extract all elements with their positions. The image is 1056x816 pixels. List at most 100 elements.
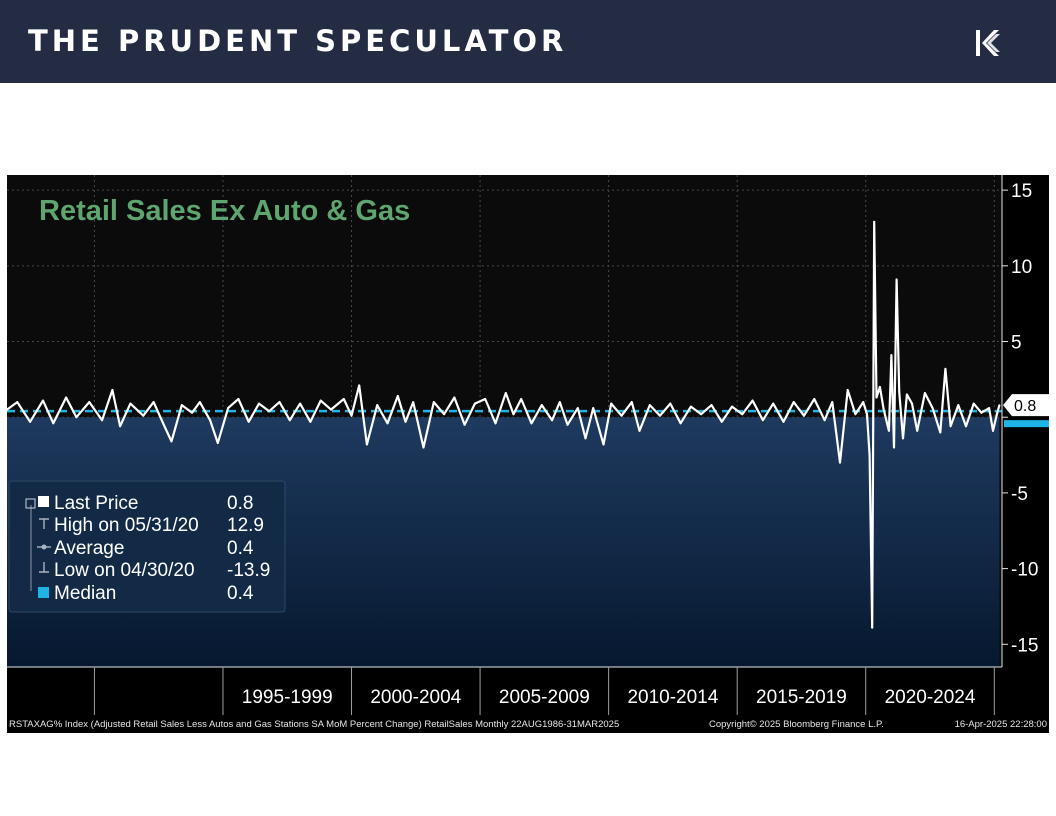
data-point	[258, 402, 260, 405]
legend-label: Median	[54, 583, 116, 604]
legend-value: 0.8	[227, 493, 253, 514]
data-point	[873, 221, 876, 223]
legend: Last Price 0.8 High on 05/31/20 12.9 Ave…	[8, 480, 286, 613]
data-point	[916, 429, 919, 432]
data-point	[690, 405, 692, 408]
data-point	[342, 398, 345, 400]
median-value-marker	[1004, 420, 1049, 428]
data-point	[7, 408, 8, 411]
data-point	[638, 429, 641, 432]
data-point	[75, 416, 78, 419]
data-point	[247, 420, 250, 423]
data-point	[453, 396, 456, 399]
data-point	[893, 446, 895, 449]
data-point	[42, 399, 44, 402]
data-point	[659, 414, 661, 417]
data-point	[939, 431, 942, 434]
data-point	[998, 404, 1001, 407]
data-point	[170, 440, 173, 443]
median-marker-icon	[38, 587, 49, 598]
data-point	[111, 389, 114, 391]
data-point	[905, 393, 908, 396]
data-point	[720, 420, 723, 423]
data-point	[530, 422, 533, 425]
data-point	[237, 398, 240, 400]
data-point	[16, 401, 19, 403]
chart-panel: 15 10 5 -5 -10 -15 1995-1999 2000-2004 2005-200…	[7, 175, 1049, 733]
data-point	[350, 414, 353, 417]
x-tick-label: 2000-2004	[370, 687, 461, 708]
last-value-marker	[1003, 394, 1049, 417]
data-point	[494, 422, 497, 425]
data-point	[268, 410, 271, 413]
last-value-label: 0.8	[1014, 398, 1036, 415]
x-tick-label: 2015-2019	[756, 687, 847, 708]
data-point	[871, 626, 874, 629]
data-point	[831, 401, 834, 403]
data-point	[839, 461, 841, 464]
header-bar: THE PRUDENT SPECULATOR	[0, 0, 1056, 83]
data-point	[741, 413, 744, 416]
data-point	[576, 407, 579, 410]
legend-item-median: Median 0.4	[38, 583, 254, 604]
legend-value: 0.4	[227, 583, 254, 604]
data-point	[710, 404, 713, 407]
data-point	[823, 419, 826, 422]
data-point	[887, 429, 890, 432]
data-point	[731, 405, 733, 408]
data-point	[584, 437, 587, 440]
data-point	[412, 401, 415, 403]
x-tick-label: 2010-2014	[627, 687, 718, 708]
data-point	[592, 407, 595, 410]
y-axis: 15 10 5 -5 -10 -15	[1002, 181, 1038, 656]
data-point	[944, 367, 947, 370]
data-point	[319, 399, 322, 402]
data-point	[630, 401, 633, 403]
data-point	[288, 419, 291, 422]
y-tick-label: -10	[1011, 560, 1038, 581]
legend-value: 12.9	[227, 515, 264, 536]
chart-title: Retail Sales Ex Auto & Gas	[39, 195, 410, 227]
last-price-marker-icon	[38, 496, 49, 507]
data-point	[972, 402, 975, 405]
data-point	[432, 401, 435, 403]
data-point	[882, 408, 885, 411]
data-point	[227, 407, 230, 410]
data-point	[866, 413, 868, 416]
data-point	[875, 396, 878, 399]
legend-item-high: High on 05/31/20 12.9	[39, 515, 264, 536]
data-point	[52, 422, 55, 425]
data-point	[792, 401, 795, 403]
tps-logo-icon	[976, 30, 1000, 56]
data-point	[191, 411, 194, 414]
data-point	[551, 419, 553, 422]
data-point	[610, 402, 613, 405]
data-point	[620, 414, 623, 417]
data-point	[396, 395, 399, 397]
data-point	[278, 401, 281, 403]
footer-copyright: Copyright© 2025 Bloomberg Finance L.P.	[709, 719, 884, 730]
data-point	[803, 414, 805, 417]
data-point	[949, 425, 952, 428]
data-point	[404, 420, 407, 423]
legend-label: Average	[54, 538, 124, 559]
data-point	[29, 420, 32, 423]
data-point	[88, 401, 91, 403]
data-point	[504, 392, 507, 394]
data-point	[669, 402, 672, 405]
data-point	[162, 423, 165, 426]
data-point	[566, 423, 569, 426]
data-point	[995, 413, 998, 416]
data-point	[198, 401, 201, 403]
data-point	[520, 398, 523, 400]
legend-label: Last Price	[54, 493, 138, 514]
y-tick-label: -5	[1011, 484, 1028, 505]
footer-timestamp: 16-Apr-2025 22:28:00	[955, 719, 1047, 730]
data-point	[422, 446, 425, 449]
data-point	[931, 407, 934, 410]
legend-value: -13.9	[227, 560, 270, 581]
low-marker-icon	[39, 562, 49, 573]
y-tick-label: 5	[1011, 333, 1022, 354]
data-point	[700, 413, 703, 416]
legend-item-low: Low on 04/30/20 -13.9	[39, 560, 270, 581]
